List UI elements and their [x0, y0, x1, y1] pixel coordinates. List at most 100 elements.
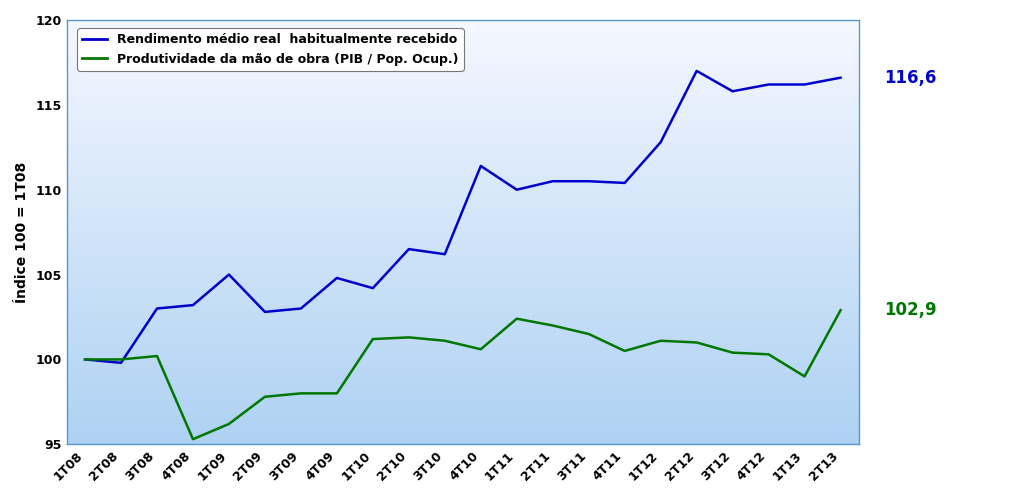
Bar [68, 119, 858, 121]
Bar [68, 31, 858, 33]
Bar [68, 351, 858, 353]
Bar [68, 188, 858, 190]
Bar [68, 263, 858, 264]
Bar [68, 371, 858, 372]
Bar [68, 221, 858, 222]
Bar [68, 177, 858, 178]
Bar [68, 385, 858, 386]
Bar [68, 439, 858, 440]
Bar [68, 132, 858, 133]
Bar [68, 60, 858, 61]
Bar [68, 405, 858, 406]
Bar [68, 264, 858, 266]
Bar [68, 297, 858, 299]
Bar [68, 147, 858, 149]
Bar [68, 153, 858, 154]
Bar [68, 318, 858, 320]
Bar [68, 136, 858, 137]
Bar [68, 20, 858, 21]
Bar [68, 301, 858, 303]
Bar [68, 167, 858, 168]
Bar [68, 237, 858, 238]
Bar [68, 61, 858, 62]
Bar [68, 286, 858, 287]
Bar [68, 430, 858, 432]
Bar [68, 72, 858, 74]
Bar [68, 78, 858, 79]
Bar [68, 174, 858, 176]
Bar [68, 317, 858, 318]
Bar [68, 372, 858, 374]
Bar [68, 424, 858, 426]
Bar [68, 291, 858, 293]
Bar [68, 116, 858, 118]
Bar [68, 40, 858, 41]
Bar [68, 362, 858, 364]
Bar [68, 27, 858, 28]
Bar [68, 208, 858, 210]
Bar [68, 210, 858, 211]
Bar [68, 436, 858, 437]
Bar [68, 47, 858, 48]
Bar [68, 95, 858, 97]
Bar [68, 75, 858, 77]
Bar [68, 255, 858, 256]
Bar [68, 190, 858, 191]
Bar [68, 235, 858, 237]
Bar [68, 71, 858, 72]
Bar [68, 400, 858, 402]
Bar [68, 201, 858, 203]
Bar [68, 270, 858, 272]
Bar [68, 443, 858, 444]
Bar [68, 277, 858, 279]
Bar [68, 205, 858, 207]
Y-axis label: Índice 100 = 1T08: Índice 100 = 1T08 [15, 161, 29, 303]
Bar [68, 354, 858, 355]
Bar [68, 289, 858, 290]
Bar [68, 368, 858, 370]
Bar [68, 101, 858, 102]
Bar [68, 144, 858, 146]
Bar [68, 82, 858, 84]
Bar [68, 396, 858, 397]
Bar [68, 231, 858, 232]
Bar [68, 98, 858, 99]
Bar [68, 290, 858, 291]
Bar [68, 160, 858, 161]
Bar [68, 171, 858, 173]
Bar [68, 207, 858, 208]
Bar [68, 306, 858, 307]
Bar [68, 24, 858, 26]
Bar [68, 74, 858, 75]
Bar [68, 437, 858, 439]
Bar [68, 409, 858, 410]
Bar [68, 65, 858, 67]
Bar [68, 195, 858, 197]
Bar [68, 259, 858, 260]
Bar [68, 266, 858, 267]
Bar [68, 166, 858, 167]
Bar [68, 88, 858, 89]
Bar [68, 299, 858, 300]
Bar [68, 124, 858, 126]
Bar [68, 272, 858, 273]
Bar [68, 406, 858, 407]
Bar [68, 279, 858, 280]
Bar [68, 420, 858, 422]
Bar [68, 140, 858, 141]
Bar [68, 364, 858, 365]
Bar [68, 345, 858, 347]
Bar [68, 127, 858, 129]
Bar [68, 376, 858, 378]
Bar [68, 416, 858, 417]
Bar [68, 134, 858, 136]
Bar [68, 229, 858, 231]
Bar [68, 293, 858, 294]
Bar [68, 37, 858, 38]
Bar [68, 397, 858, 399]
Bar [68, 77, 858, 78]
Bar [68, 321, 858, 323]
Bar [68, 187, 858, 188]
Bar [68, 250, 858, 252]
Bar [68, 91, 858, 92]
